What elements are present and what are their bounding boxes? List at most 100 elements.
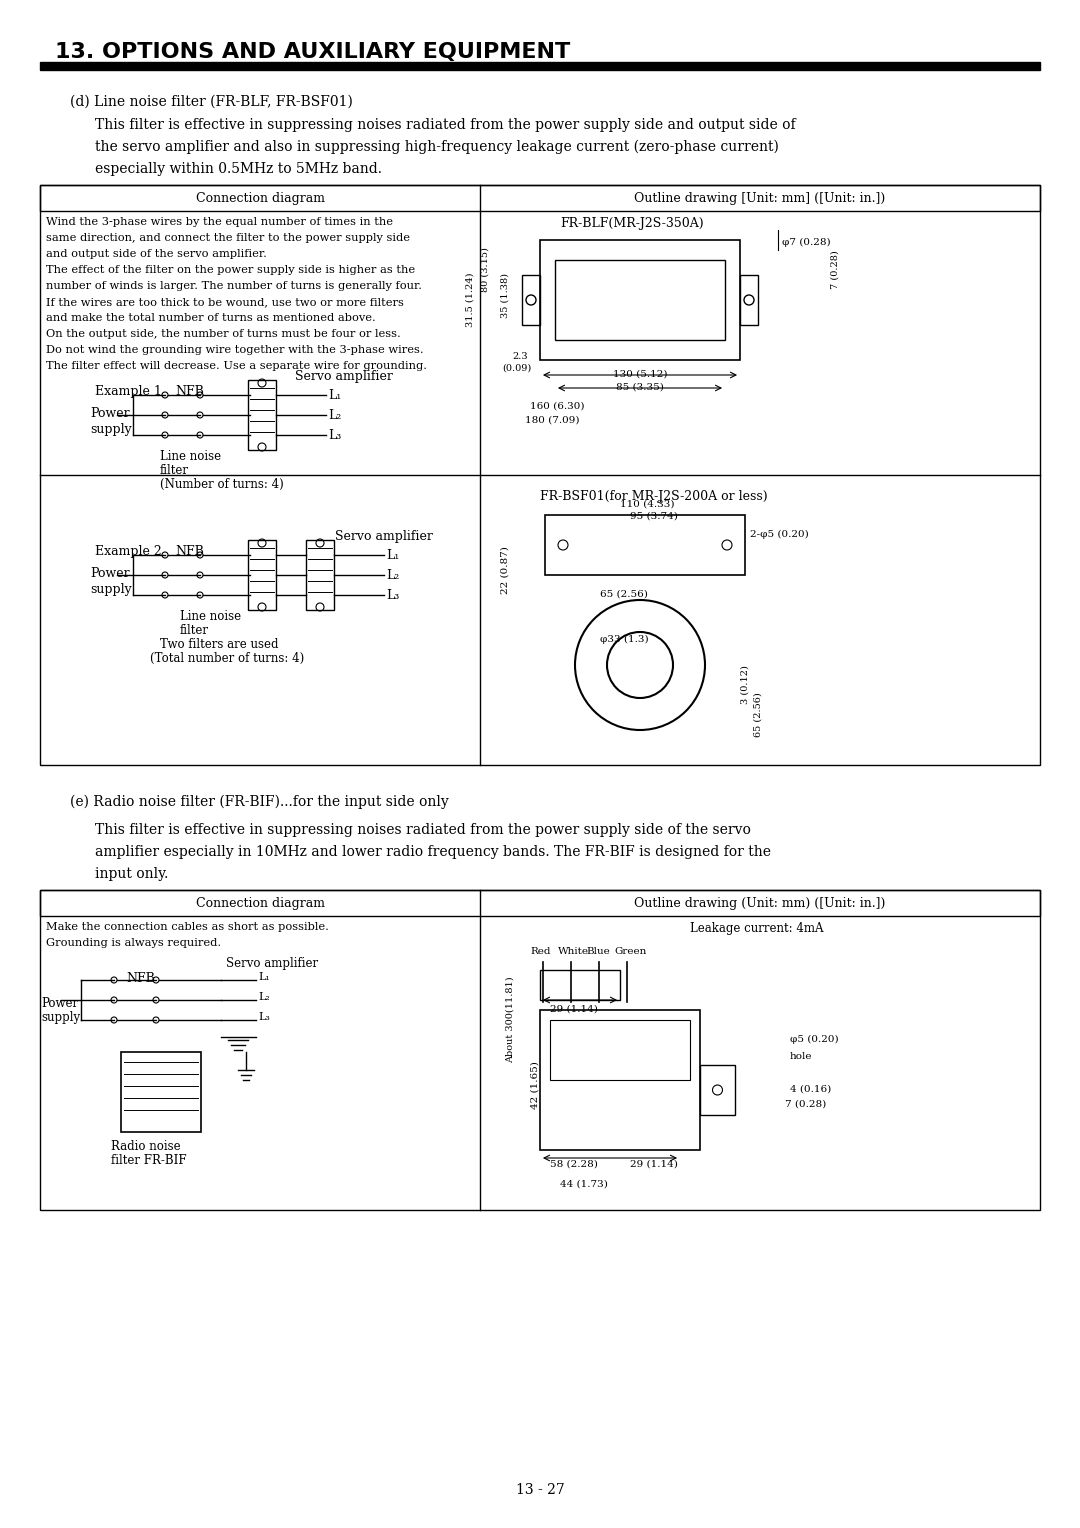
Text: 2.3: 2.3 <box>512 351 528 361</box>
Text: 29 (1.14): 29 (1.14) <box>550 1005 598 1015</box>
Text: L₃: L₃ <box>258 1012 270 1022</box>
Text: (0.09): (0.09) <box>502 364 531 373</box>
Bar <box>740 275 758 325</box>
Text: Wind the 3-phase wires by the equal number of times in the: Wind the 3-phase wires by the equal numb… <box>46 217 393 228</box>
Text: Connection diagram: Connection diagram <box>195 897 324 909</box>
Text: 65 (2.56): 65 (2.56) <box>600 590 648 599</box>
Text: Example 2: Example 2 <box>95 545 162 558</box>
Text: White: White <box>558 947 589 957</box>
Text: filter FR-BIF: filter FR-BIF <box>111 1154 187 1167</box>
Bar <box>40 185 1040 211</box>
Text: filter: filter <box>160 465 189 477</box>
Text: Power: Power <box>90 567 130 581</box>
Text: 3 (0.12): 3 (0.12) <box>741 666 750 704</box>
Text: hole: hole <box>789 1051 812 1060</box>
Text: 95 (3.74): 95 (3.74) <box>630 512 678 521</box>
Text: Green: Green <box>615 947 646 957</box>
Text: Outline drawing [Unit: mm] ([Unit: in.]): Outline drawing [Unit: mm] ([Unit: in.]) <box>634 191 886 205</box>
Text: 180 (7.09): 180 (7.09) <box>525 416 580 425</box>
Text: If the wires are too thick to be wound, use two or more filters: If the wires are too thick to be wound, … <box>46 296 404 307</box>
Text: 35 (1.38): 35 (1.38) <box>500 272 510 318</box>
Text: Connection diagram: Connection diagram <box>195 191 324 205</box>
Text: 58 (2.28): 58 (2.28) <box>550 1160 598 1169</box>
Text: supply: supply <box>90 584 132 596</box>
Text: Servo amplifier: Servo amplifier <box>226 957 319 970</box>
Text: number of winds is larger. The number of turns is generally four.: number of winds is larger. The number of… <box>46 281 422 290</box>
Bar <box>555 260 725 341</box>
Bar <box>540 970 620 999</box>
Text: About 300(11.81): About 300(11.81) <box>505 976 514 1063</box>
Bar <box>700 1065 735 1115</box>
Text: 85 (3.35): 85 (3.35) <box>616 384 664 393</box>
Text: On the output side, the number of turns must be four or less.: On the output side, the number of turns … <box>46 329 401 339</box>
Text: L₃: L₃ <box>328 429 341 442</box>
Text: This filter is effective in suppressing noises radiated from the power supply si: This filter is effective in suppressing … <box>95 118 796 131</box>
Text: 160 (6.30): 160 (6.30) <box>530 402 584 411</box>
Text: and make the total number of turns as mentioned above.: and make the total number of turns as me… <box>46 313 376 322</box>
Text: Power: Power <box>90 406 130 420</box>
Text: and output side of the servo amplifier.: and output side of the servo amplifier. <box>46 249 267 260</box>
Text: (d) Line noise filter (FR-BLF, FR-BSF01): (d) Line noise filter (FR-BLF, FR-BSF01) <box>70 95 353 108</box>
Text: L₁: L₁ <box>258 972 270 983</box>
Text: L₂: L₂ <box>386 568 400 582</box>
Text: φ7 (0.28): φ7 (0.28) <box>782 238 831 248</box>
Text: 80 (3.15): 80 (3.15) <box>481 248 489 292</box>
Text: L₃: L₃ <box>386 588 400 602</box>
Bar <box>248 539 276 610</box>
Text: (Number of turns: 4): (Number of turns: 4) <box>160 478 284 490</box>
Bar <box>248 380 276 451</box>
Text: 7 (0.28): 7 (0.28) <box>785 1100 826 1109</box>
Text: Servo amplifier: Servo amplifier <box>335 530 433 542</box>
Text: 31.5 (1.24): 31.5 (1.24) <box>465 274 474 327</box>
Text: φ5 (0.20): φ5 (0.20) <box>789 1034 839 1044</box>
Text: 44 (1.73): 44 (1.73) <box>561 1180 608 1189</box>
Text: Blue: Blue <box>586 947 610 957</box>
Text: 110 (4.33): 110 (4.33) <box>620 500 675 509</box>
Text: Line noise: Line noise <box>180 610 241 623</box>
Text: Example 1: Example 1 <box>95 385 162 397</box>
Text: 65 (2.56): 65 (2.56) <box>754 692 762 738</box>
Text: input only.: input only. <box>95 866 168 882</box>
Text: especially within 0.5MHz to 5MHz band.: especially within 0.5MHz to 5MHz band. <box>95 162 382 176</box>
Text: NFB: NFB <box>126 972 154 986</box>
Text: amplifier especially in 10MHz and lower radio frequency bands. The FR-BIF is des: amplifier especially in 10MHz and lower … <box>95 845 771 859</box>
Text: Line noise: Line noise <box>160 451 221 463</box>
Text: (Total number of turns: 4): (Total number of turns: 4) <box>150 652 305 665</box>
Text: Power: Power <box>41 996 78 1010</box>
Text: 29 (1.14): 29 (1.14) <box>630 1160 678 1169</box>
Text: Make the connection cables as short as possible.: Make the connection cables as short as p… <box>46 921 329 932</box>
Bar <box>121 1051 201 1132</box>
Text: 4 (0.16): 4 (0.16) <box>789 1085 832 1094</box>
Text: Radio noise: Radio noise <box>111 1140 180 1154</box>
Text: L₁: L₁ <box>328 390 341 402</box>
Text: Grounding is always required.: Grounding is always required. <box>46 938 221 947</box>
Text: The filter effect will decrease. Use a separate wire for grounding.: The filter effect will decrease. Use a s… <box>46 361 427 371</box>
Text: supply: supply <box>90 423 132 435</box>
Bar <box>550 1021 690 1080</box>
Text: Two filters are used: Two filters are used <box>160 639 279 651</box>
Text: 13. OPTIONS AND AUXILIARY EQUIPMENT: 13. OPTIONS AND AUXILIARY EQUIPMENT <box>55 41 570 63</box>
Text: Outline drawing (Unit: mm) ([Unit: in.]): Outline drawing (Unit: mm) ([Unit: in.]) <box>634 897 886 909</box>
Text: the servo amplifier and also in suppressing high-frequency leakage current (zero: the servo amplifier and also in suppress… <box>95 141 779 154</box>
Text: L₁: L₁ <box>386 549 400 562</box>
Text: FR-BLF(MR-J2S-350A): FR-BLF(MR-J2S-350A) <box>561 217 704 231</box>
Text: NFB: NFB <box>175 385 204 397</box>
Bar <box>40 889 1040 1210</box>
Text: Do not wind the grounding wire together with the 3-phase wires.: Do not wind the grounding wire together … <box>46 345 423 354</box>
Text: 130 (5.12): 130 (5.12) <box>612 370 667 379</box>
Text: This filter is effective in suppressing noises radiated from the power supply si: This filter is effective in suppressing … <box>95 824 751 837</box>
Bar <box>540 1010 700 1151</box>
Text: 13 - 27: 13 - 27 <box>515 1484 565 1497</box>
Text: FR-BSF01(for MR-J2S-200A or less): FR-BSF01(for MR-J2S-200A or less) <box>540 490 768 503</box>
Text: 42 (1.65): 42 (1.65) <box>530 1060 540 1109</box>
Text: L₂: L₂ <box>328 410 341 422</box>
Text: supply: supply <box>41 1012 80 1024</box>
Text: NFB: NFB <box>175 545 204 558</box>
Bar <box>540 240 740 361</box>
Text: Red: Red <box>530 947 551 957</box>
Bar <box>522 275 540 325</box>
Text: L₂: L₂ <box>258 992 270 1002</box>
Bar <box>40 185 1040 766</box>
Bar <box>40 889 1040 915</box>
Text: φ33 (1.3): φ33 (1.3) <box>600 636 649 645</box>
